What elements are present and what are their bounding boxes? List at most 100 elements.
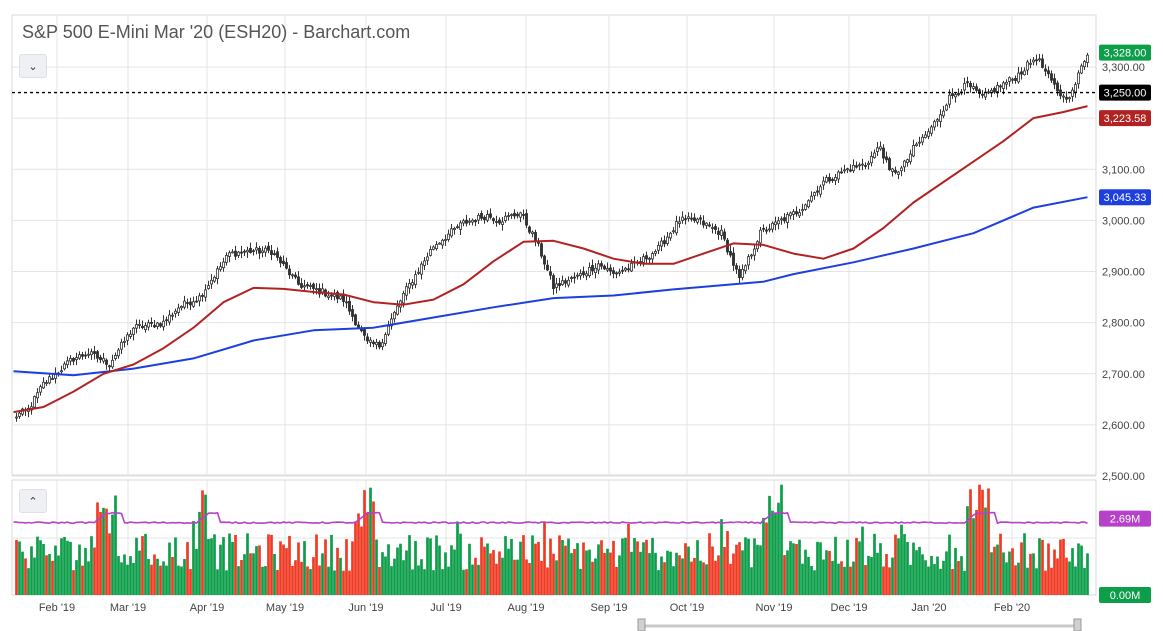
moving-averages [12,91,1096,525]
candle-down [294,274,297,278]
candle-up [390,318,393,327]
candle-down [186,302,189,304]
volume-bar [288,535,291,595]
volume-bar [600,540,603,595]
candle-down [243,250,246,253]
volume-bar [735,544,738,595]
volume-bar [267,534,270,595]
volume-bar [24,558,27,595]
candle-down [582,271,585,275]
candle-up [696,218,699,223]
volume-bar [789,541,792,595]
volume-bar [87,561,90,595]
volume-bar [858,541,861,595]
candle-up [204,289,207,298]
candle-down [153,324,156,328]
volume-bar [156,558,159,595]
volume-bar [795,544,798,595]
volume-bar [546,567,549,595]
collapse-volume-button[interactable]: ⌃ [19,489,47,513]
volume-bar [780,484,783,595]
scrollbar-handle-right [1073,618,1082,631]
candle-down [840,171,843,174]
volume-bar [282,544,285,595]
candle-up [930,126,933,134]
volume-bar [867,555,870,595]
volume-bar [327,566,330,595]
volume-bar [351,541,354,595]
volume-bar [477,564,480,595]
candle-down [528,226,531,233]
candle-up [834,177,837,181]
volume-bar [387,544,390,595]
candle-down [600,263,603,267]
candle-up [261,250,264,254]
volume-bar [792,543,795,595]
volume-bar [888,567,891,595]
volume-bar [213,534,216,595]
volume-bar [573,548,576,595]
sma-long-badge-bg [1099,189,1151,206]
candle-down [288,268,291,276]
volume-bar [918,546,921,595]
candle-down [354,314,357,326]
candle-down [975,86,978,91]
candle-down [645,255,648,260]
volume-bar [687,546,690,595]
candle-down [516,213,519,217]
chevron-down-icon: ⌄ [28,60,38,73]
candle-down [252,250,255,253]
volume-bar [459,533,462,595]
volume-bar [765,522,768,595]
sma-long-line [13,196,1088,377]
candle-up [192,301,195,307]
volume-bar [636,541,639,595]
volume-bar [21,551,24,595]
volume-bar [525,559,528,595]
candle-up [114,355,117,359]
candle-down [735,265,738,270]
volume-bar [1044,570,1047,595]
volume-bar [1083,567,1086,595]
volume-bar [870,557,873,595]
volume-bar [207,538,210,595]
volume-bar [48,553,51,595]
candle-down [522,214,525,216]
volume-bar [873,533,876,595]
candle-down [336,291,339,300]
candle-up [1029,62,1032,65]
candle-up [576,274,579,277]
candle-up [237,251,240,256]
volume-bar [153,554,156,595]
volume-bar [567,538,570,595]
volume-zero-badge-bg [1099,587,1151,603]
candle-up [921,136,924,143]
volume-average-badge-bg [1099,510,1151,527]
candle-down [888,158,891,171]
candle-up [879,146,882,150]
candle-up [459,222,462,230]
volume-bar [846,539,849,595]
candle-down [474,219,477,223]
volume-bar [804,549,807,595]
volume-bar [63,536,66,595]
volume-bar [684,543,687,595]
volume-bar [162,561,165,595]
volume-bar [147,558,150,595]
candle-down [717,230,720,235]
volume-bar [210,538,213,595]
candle-up [174,310,177,314]
volume-bar [321,553,324,595]
candle-up [39,386,42,393]
volume-bar [903,534,906,595]
volume-bar [753,538,756,595]
candle-up [144,325,147,331]
volume-bar [132,562,135,595]
volume-bar [894,534,897,595]
volume-bar [345,539,348,595]
candle-up [18,412,21,417]
volume-bar [756,544,759,595]
candle-down [1041,58,1044,68]
collapse-price-button[interactable]: ⌄ [19,54,47,78]
